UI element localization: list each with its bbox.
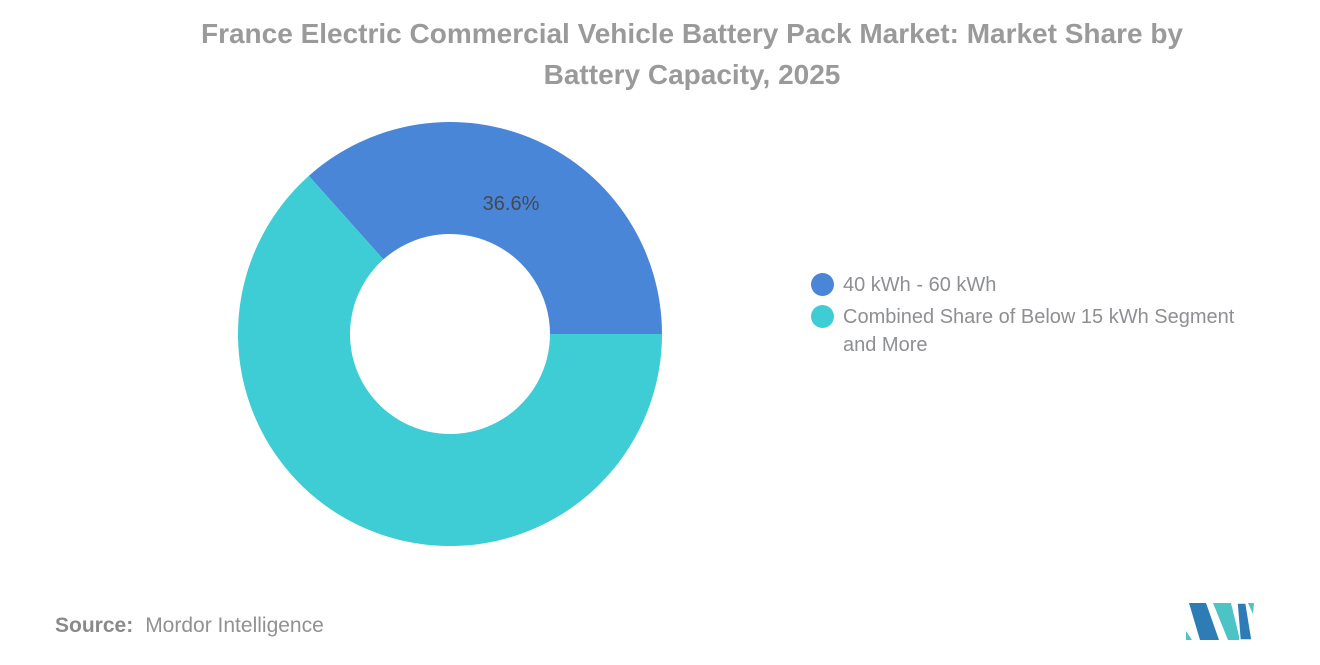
donut-slice-combined-below-15kwh[interactable] xyxy=(238,175,662,546)
legend-label: 40 kWh - 60 kWh xyxy=(843,274,997,296)
source-line: Source: Mordor Intelligence xyxy=(55,614,324,638)
logo-teal-foot-triangle xyxy=(1186,631,1192,640)
legend-item-combined-below-15kwh[interactable]: Combined Share of Below 15 kWh Segment a… xyxy=(811,303,1253,359)
mordor-intelligence-logo-icon xyxy=(1186,603,1254,641)
slice-data-label: 36.6% xyxy=(483,193,540,215)
donut-slice-40-60kwh[interactable] xyxy=(308,122,662,334)
chart-title: France Electric Commercial Vehicle Batte… xyxy=(64,13,1320,95)
source-label: Source: xyxy=(55,614,134,637)
legend-item-40-60kwh[interactable]: 40 kWh - 60 kWh xyxy=(811,271,1253,299)
logo-blue-left-band xyxy=(1189,603,1219,640)
chart-legend: 40 kWh - 60 kWh Combined Share of Below … xyxy=(811,271,1253,363)
chart-title-line2: Battery Capacity, 2025 xyxy=(543,59,841,90)
chart-title-line1: France Electric Commercial Vehicle Batte… xyxy=(200,18,1184,49)
donut-chart: 36.6% xyxy=(238,122,662,546)
logo-blue-right-band xyxy=(1236,603,1253,641)
logo-teal-top-right-triangle xyxy=(1248,603,1254,614)
source-value: Mordor Intelligence xyxy=(145,614,324,637)
legend-marker-teal-icon xyxy=(811,305,834,328)
legend-marker-blue-icon xyxy=(811,273,834,296)
legend-label: Combined Share of Below 15 kWh Segment a… xyxy=(843,306,1235,356)
logo-teal-middle-band xyxy=(1213,603,1240,640)
